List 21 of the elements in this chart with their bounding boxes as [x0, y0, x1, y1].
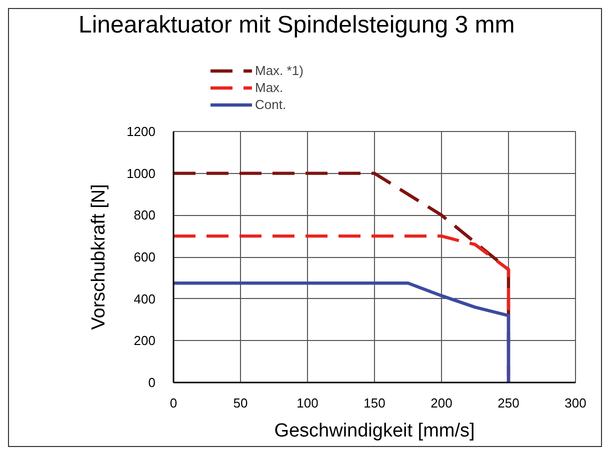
legend-label: Max. *1) — [255, 63, 304, 78]
legend-label: Max. — [255, 80, 284, 95]
x-tick-label: 100 — [296, 396, 318, 410]
y-tick-label: 200 — [134, 333, 156, 348]
x-tick-label: 150 — [364, 396, 386, 410]
legend-label: Cont. — [255, 97, 286, 112]
x-tick-label: 250 — [498, 396, 520, 410]
y-tick-label: 400 — [134, 291, 156, 306]
x-tick-label: 300 — [564, 396, 586, 410]
y-tick-label: 800 — [134, 208, 156, 223]
y-tick-label: 1000 — [126, 166, 156, 181]
y-tick-label: 1200 — [126, 124, 156, 139]
chart-title: Linearaktuator mit Spindelsteigung 3 mm — [78, 12, 515, 38]
x-axis-title: Geschwindigkeit [mm/s] — [274, 420, 475, 442]
x-tick-label: 200 — [430, 396, 452, 410]
x-tick-label: 0 — [170, 396, 178, 410]
y-tick-label: 0 — [148, 375, 156, 390]
x-tick-label: 50 — [233, 396, 248, 410]
line-series — [174, 282, 510, 382]
y-tick-label: 600 — [134, 250, 156, 264]
y-axis-title: Vorschubkraft [N] — [88, 184, 110, 330]
